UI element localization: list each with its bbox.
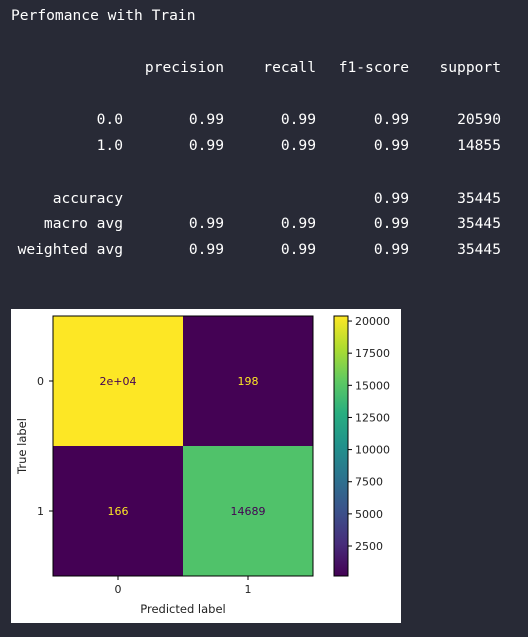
x-tick-label: 1 — [245, 583, 252, 596]
x-axis-label: Predicted label — [140, 602, 225, 616]
header-f1-score: f1-score — [338, 59, 409, 76]
colorbar — [333, 315, 349, 577]
confusion-matrix-chart: 2e+04 198 166 14689 0 1 0 1 Predicted label True… — [15, 315, 390, 616]
header-recall: recall — [263, 59, 316, 76]
row-support: 20590 — [457, 111, 501, 128]
colorbar-tick-label: 7500 — [355, 476, 383, 489]
colorbar-tick-label: 15000 — [355, 379, 390, 392]
colorbar-tick-label: 17500 — [355, 347, 390, 360]
row-f1: 0.99 — [373, 111, 409, 128]
row-recall: 0.99 — [280, 215, 316, 232]
row-recall: 0.99 — [280, 241, 316, 258]
matrix-cell — [53, 446, 183, 576]
x-tick-label: 0 — [115, 583, 122, 596]
row-label: 0.0 — [96, 111, 123, 128]
row-f1: 0.99 — [373, 215, 409, 232]
colorbar-tick-label: 2500 — [355, 540, 383, 553]
y-tick-label: 0 — [37, 375, 44, 388]
colorbar-tick-label: 12500 — [355, 411, 390, 424]
cell-annotation: 198 — [238, 375, 259, 388]
row-precision: 0.99 — [188, 137, 224, 154]
row-support: 14855 — [457, 137, 501, 154]
y-axis-label: True label — [15, 418, 29, 475]
row-support: 35445 — [457, 215, 501, 232]
row-label: weighted avg — [17, 241, 123, 258]
row-f1: 0.99 — [373, 241, 409, 258]
header-support: support — [439, 59, 501, 76]
row-f1: 0.99 — [373, 137, 409, 154]
y-tick-label: 1 — [37, 505, 44, 518]
header-precision: precision — [144, 59, 224, 76]
colorbar-tick-label: 20000 — [355, 315, 390, 328]
row-support: 35445 — [457, 241, 501, 258]
row-f1: 0.99 — [373, 190, 409, 207]
row-label: accuracy — [52, 190, 123, 207]
row-label: macro avg — [43, 215, 123, 232]
matrix-cell — [183, 316, 313, 446]
row-precision: 0.99 — [188, 241, 224, 258]
row-precision: 0.99 — [188, 215, 224, 232]
row-support: 35445 — [457, 190, 501, 207]
cell-annotation: 166 — [108, 505, 129, 518]
matrix-cell — [183, 446, 313, 576]
report-title: Perfomance with Train — [11, 7, 196, 24]
row-recall: 0.99 — [280, 137, 316, 154]
row-recall: 0.99 — [280, 111, 316, 128]
confusion-matrix-figure: 2e+04 198 166 14689 0 1 0 1 Predicted label True… — [11, 309, 401, 623]
row-precision: 0.99 — [188, 111, 224, 128]
colorbar-tick-label: 5000 — [355, 508, 383, 521]
axes-frame — [52, 315, 314, 577]
matrix-cell — [53, 316, 183, 446]
cell-annotation: 2e+04 — [100, 375, 137, 388]
colorbar-tick-label: 10000 — [355, 444, 390, 457]
cell-annotation: 14689 — [231, 505, 266, 518]
row-label: 1.0 — [96, 137, 123, 154]
